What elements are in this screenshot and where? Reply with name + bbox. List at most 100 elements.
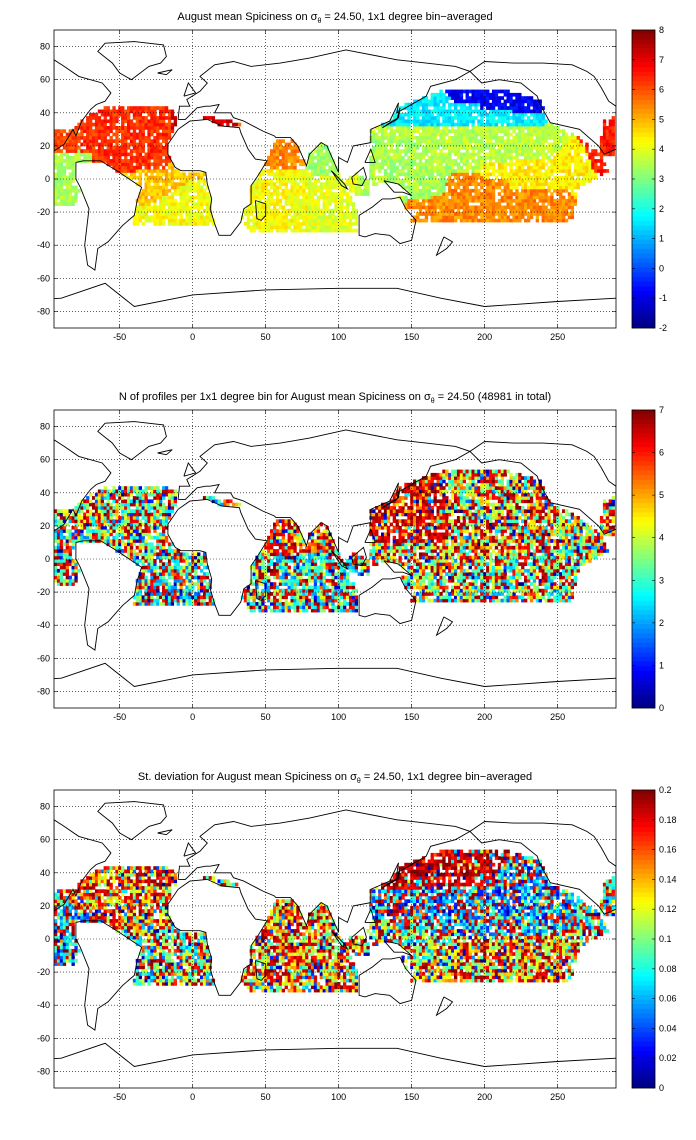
heatmap-cell bbox=[127, 525, 131, 530]
heatmap-cell bbox=[378, 142, 382, 147]
heatmap-cell bbox=[509, 106, 513, 110]
heatmap-cell bbox=[564, 139, 569, 144]
heatmap-cell bbox=[156, 175, 160, 180]
heatmap-cell bbox=[591, 175, 595, 180]
heatmap-cell bbox=[308, 159, 312, 163]
heatmap-cell bbox=[381, 145, 385, 150]
heatmap-cell bbox=[576, 162, 580, 167]
heatmap-cell bbox=[559, 139, 563, 144]
heatmap-cell bbox=[404, 145, 408, 150]
heatmap-cell bbox=[401, 126, 405, 130]
heatmap-cell bbox=[567, 185, 572, 190]
heatmap-cell bbox=[325, 225, 329, 230]
heatmap-cell bbox=[515, 162, 519, 167]
heatmap-cell bbox=[127, 519, 131, 524]
heatmap-cell bbox=[477, 122, 481, 127]
heatmap-cell bbox=[567, 149, 572, 153]
heatmap-cell bbox=[491, 165, 496, 170]
heatmap-cell bbox=[293, 218, 297, 223]
heatmap-cell bbox=[86, 496, 90, 500]
heatmap-cell bbox=[585, 152, 589, 157]
heatmap-cell bbox=[489, 152, 493, 157]
heatmap-cell bbox=[170, 112, 175, 117]
heatmap-cell bbox=[71, 175, 75, 180]
heatmap-cell bbox=[127, 502, 131, 507]
heatmap-cell bbox=[252, 218, 256, 223]
heatmap-cell bbox=[594, 165, 598, 170]
heatmap-cell bbox=[424, 188, 429, 193]
heatmap-cell bbox=[532, 145, 537, 150]
heatmap-cell bbox=[144, 106, 148, 110]
heatmap-cell bbox=[459, 145, 464, 150]
heatmap-cell bbox=[512, 92, 516, 97]
heatmap-cell bbox=[413, 205, 417, 210]
heatmap-cell bbox=[375, 182, 379, 187]
heatmap-cell bbox=[544, 126, 548, 130]
heatmap-cell bbox=[404, 132, 408, 137]
heatmap-cell bbox=[284, 149, 288, 153]
heatmap-cell bbox=[80, 532, 84, 537]
heatmap-cell bbox=[170, 165, 175, 170]
heatmap-cell bbox=[556, 192, 560, 196]
heatmap-cell bbox=[448, 188, 452, 193]
heatmap-cell bbox=[544, 205, 548, 210]
heatmap-cell bbox=[153, 122, 157, 127]
heatmap-cell bbox=[141, 522, 145, 527]
heatmap-cell bbox=[156, 572, 160, 576]
heatmap-cell bbox=[144, 568, 148, 573]
heatmap-cell bbox=[477, 139, 481, 144]
heatmap-cell bbox=[579, 145, 583, 150]
heatmap-cell bbox=[413, 162, 417, 167]
heatmap-cell bbox=[273, 172, 277, 177]
heatmap-cell bbox=[322, 192, 326, 196]
heatmap-cell bbox=[296, 182, 300, 187]
heatmap-cell bbox=[273, 188, 277, 193]
heatmap-cell bbox=[97, 132, 102, 137]
heatmap-cell bbox=[375, 175, 379, 180]
heatmap-cell bbox=[305, 182, 309, 187]
heatmap-cell bbox=[164, 188, 169, 193]
heatmap-cell bbox=[54, 175, 58, 180]
heatmap-cell bbox=[564, 185, 569, 190]
heatmap-cell bbox=[378, 126, 382, 130]
heatmap-cell bbox=[588, 152, 592, 157]
heatmap-cell bbox=[194, 218, 198, 223]
heatmap-cell bbox=[468, 106, 472, 110]
heatmap-cell bbox=[284, 145, 288, 150]
heatmap-cell bbox=[319, 215, 324, 220]
heatmap-cell bbox=[56, 578, 61, 583]
heatmap-cell bbox=[129, 532, 134, 537]
heatmap-cell bbox=[328, 208, 332, 213]
heatmap-cell bbox=[550, 195, 554, 200]
heatmap-cell bbox=[68, 519, 72, 524]
heatmap-cell bbox=[491, 182, 496, 187]
heatmap-cell bbox=[71, 188, 75, 193]
heatmap-cell bbox=[553, 145, 557, 150]
heatmap-cell bbox=[436, 116, 440, 120]
heatmap-cell bbox=[521, 185, 525, 190]
heatmap-cell bbox=[281, 169, 286, 173]
heatmap-cell bbox=[141, 188, 145, 193]
heatmap-cell bbox=[345, 198, 350, 203]
heatmap-cell bbox=[103, 532, 107, 537]
heatmap-cell bbox=[124, 145, 128, 150]
heatmap-cell bbox=[290, 182, 294, 187]
heatmap-cell bbox=[354, 185, 359, 190]
heatmap-cell bbox=[418, 102, 423, 107]
heatmap-cell bbox=[65, 545, 70, 550]
heatmap-cell bbox=[468, 212, 472, 216]
heatmap-cell bbox=[170, 169, 175, 173]
heatmap-cell bbox=[570, 182, 575, 187]
heatmap-cell bbox=[456, 179, 461, 183]
heatmap-cell bbox=[462, 179, 467, 183]
heatmap-cell bbox=[144, 529, 148, 533]
heatmap-cell bbox=[56, 179, 61, 183]
heatmap-cell bbox=[74, 525, 78, 530]
heatmap-cell bbox=[273, 185, 277, 190]
heatmap-cell bbox=[348, 225, 353, 230]
heatmap-cell bbox=[68, 179, 72, 183]
heatmap-cell bbox=[290, 215, 294, 220]
heatmap-cell bbox=[316, 212, 321, 216]
heatmap-cell bbox=[594, 172, 598, 177]
heatmap-cell bbox=[106, 149, 110, 153]
